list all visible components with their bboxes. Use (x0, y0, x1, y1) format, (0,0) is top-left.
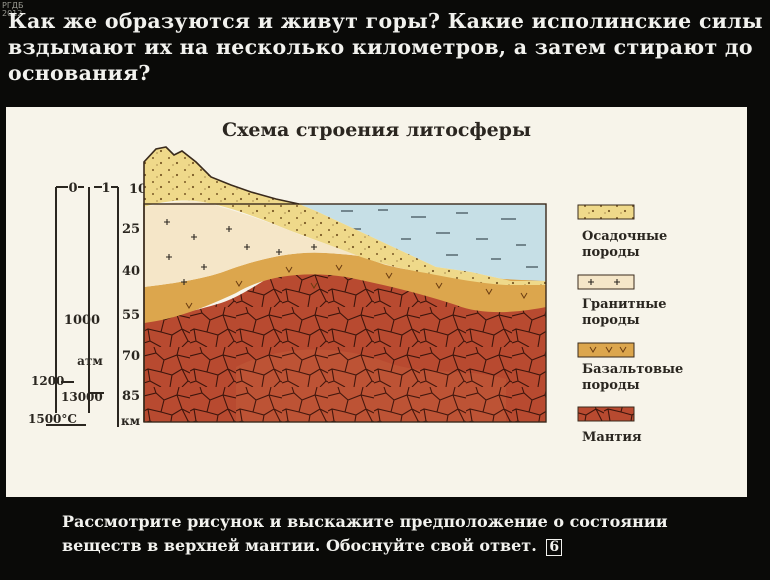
scale-top-right: 1 (101, 181, 110, 196)
depth-tick-55: 55 (122, 308, 140, 323)
depth-unit: км (121, 414, 141, 428)
legend: Осадочные породы Гранитные породы Базаль… (577, 204, 683, 445)
ocean-area (299, 204, 546, 281)
pressure-range-high: 13000 (61, 390, 103, 404)
legend-label-granite-2: породы (582, 313, 640, 328)
depth-tick-25: 25 (122, 222, 140, 237)
pressure-label: 1000 (64, 313, 100, 328)
depth-tick-85: 85 (122, 389, 140, 404)
left-scale: 0 1 1000 атм 1200– 13000 1500°C (28, 181, 118, 426)
diagram-panel: Схема строения литосферы (6, 107, 747, 497)
depth-scale: 10 25 40 55 70 85 км (117, 182, 147, 428)
legend-label-basalt-1: Базальтовые (582, 362, 683, 377)
cross-section (143, 146, 547, 423)
lithosphere-diagram: 0 1 1000 атм 1200– 13000 1500°C 10 25 40… (28, 146, 683, 445)
legend-swatch-basalt (577, 342, 635, 358)
sediment-layer (144, 147, 546, 285)
pressure-range-low: 1200– (31, 374, 70, 388)
legend-label-sediment-1: Осадочные (582, 229, 667, 244)
library-stamp: РГДБ 2012 (2, 2, 23, 18)
legend-label-sediment-2: породы (582, 245, 640, 260)
granite-crosses (164, 219, 317, 285)
footer-text: Рассмотрите рисунок и выскажите предполо… (62, 510, 732, 558)
legend-label-mantia: Мантия (582, 430, 642, 445)
temperature-label: 1500°C (28, 412, 77, 426)
stamp-line-1: РГДБ (2, 1, 24, 10)
depth-tick-70: 70 (122, 349, 140, 364)
legend-label-basalt-2: породы (582, 378, 640, 393)
depth-tick-40: 40 (122, 264, 140, 279)
page-number: 6 (546, 539, 563, 556)
basalt-layer (144, 252, 546, 323)
footer-question: Рассмотрите рисунок и выскажите предполо… (62, 512, 668, 555)
stamp-line-2: 2012 (2, 9, 23, 18)
legend-swatch-granite (577, 274, 635, 290)
legend-swatch-mantia (577, 406, 635, 422)
legend-swatch-sediment (577, 204, 635, 220)
depth-tick-10: 10 (129, 182, 147, 197)
pressure-unit: атм (77, 354, 103, 368)
diagram-title: Схема строения литосферы (221, 119, 532, 141)
legend-label-granite-1: Гранитные (582, 297, 667, 312)
scale-top-left: 0 (68, 181, 77, 196)
question-text: Как же образуются и живут горы? Какие ис… (8, 9, 763, 85)
granite-layer (144, 201, 436, 287)
